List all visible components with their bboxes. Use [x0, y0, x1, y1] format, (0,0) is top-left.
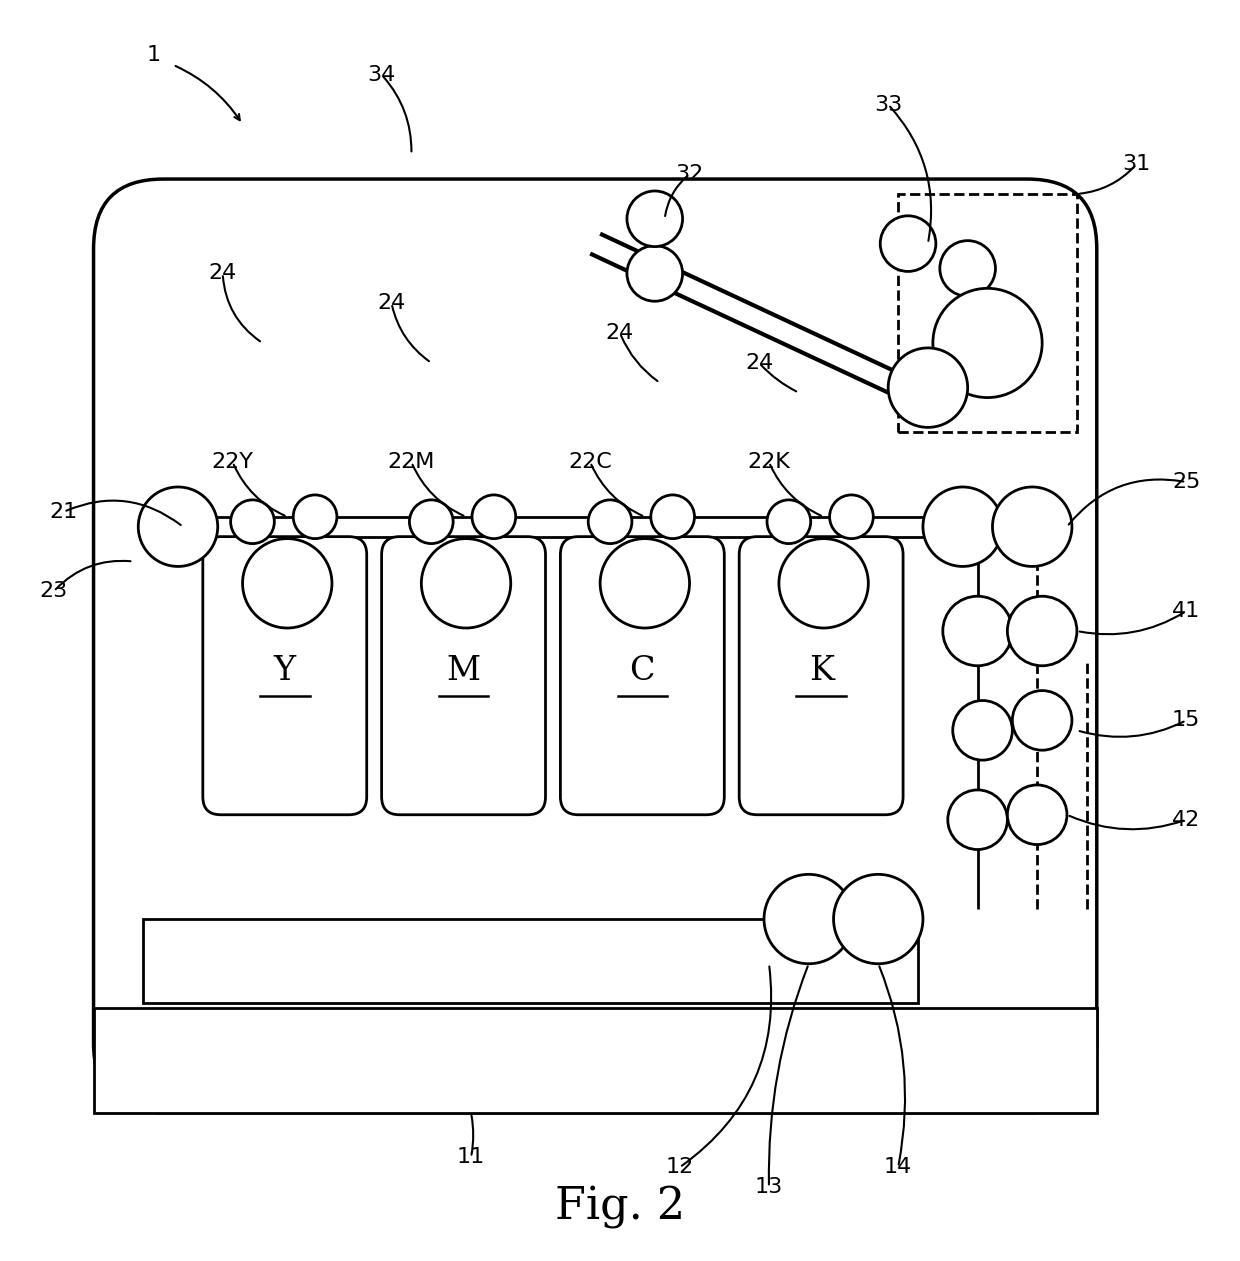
Text: 22C: 22C: [568, 453, 613, 472]
Text: 24: 24: [377, 294, 405, 313]
Text: 23: 23: [40, 581, 68, 601]
Text: 24: 24: [208, 264, 237, 284]
FancyBboxPatch shape: [382, 537, 546, 815]
Circle shape: [888, 348, 967, 427]
Text: 25: 25: [1172, 472, 1200, 492]
Text: 22K: 22K: [748, 453, 790, 472]
Circle shape: [627, 190, 682, 247]
Text: 15: 15: [1172, 710, 1200, 730]
Circle shape: [243, 538, 332, 628]
Circle shape: [992, 487, 1071, 566]
Text: 33: 33: [874, 95, 903, 115]
Text: Fig. 2: Fig. 2: [556, 1185, 684, 1228]
Text: 1: 1: [146, 45, 160, 64]
Circle shape: [651, 494, 694, 538]
Text: 24: 24: [606, 323, 634, 343]
Circle shape: [923, 487, 1002, 566]
Text: 22M: 22M: [388, 453, 435, 472]
Circle shape: [833, 874, 923, 963]
Circle shape: [779, 538, 868, 628]
Circle shape: [1007, 596, 1076, 666]
Circle shape: [422, 538, 511, 628]
Text: 13: 13: [755, 1178, 784, 1197]
Circle shape: [830, 494, 873, 538]
FancyBboxPatch shape: [560, 537, 724, 815]
Circle shape: [472, 494, 516, 538]
Bar: [144, 919, 918, 1004]
Text: 32: 32: [676, 164, 703, 184]
Text: C: C: [630, 654, 655, 687]
Text: M: M: [446, 654, 481, 687]
Text: K: K: [808, 654, 833, 687]
Circle shape: [947, 789, 1007, 850]
Circle shape: [942, 596, 1012, 666]
Text: 14: 14: [884, 1158, 913, 1178]
Text: 42: 42: [1172, 810, 1200, 830]
Circle shape: [1007, 784, 1066, 845]
Circle shape: [409, 499, 453, 543]
Circle shape: [600, 538, 689, 628]
Text: 34: 34: [367, 64, 396, 84]
Bar: [93, 1009, 1096, 1112]
Text: 22Y: 22Y: [212, 453, 254, 472]
FancyBboxPatch shape: [93, 179, 1096, 1112]
Circle shape: [627, 246, 682, 301]
Circle shape: [1012, 691, 1071, 750]
Circle shape: [952, 701, 1012, 760]
Text: Y: Y: [274, 654, 296, 687]
Circle shape: [138, 487, 218, 566]
Text: 11: 11: [456, 1148, 485, 1168]
Bar: [898, 194, 1076, 433]
Text: 31: 31: [1122, 154, 1151, 174]
Text: 12: 12: [666, 1158, 693, 1178]
Circle shape: [768, 499, 811, 543]
Circle shape: [932, 289, 1042, 397]
FancyBboxPatch shape: [203, 537, 367, 815]
Circle shape: [231, 499, 274, 543]
Text: 24: 24: [745, 353, 774, 373]
Circle shape: [764, 874, 853, 963]
Text: 21: 21: [50, 502, 78, 522]
Text: 41: 41: [1172, 601, 1200, 622]
FancyBboxPatch shape: [739, 537, 903, 815]
Circle shape: [293, 494, 337, 538]
Circle shape: [588, 499, 632, 543]
Circle shape: [880, 216, 936, 271]
Circle shape: [940, 241, 996, 296]
